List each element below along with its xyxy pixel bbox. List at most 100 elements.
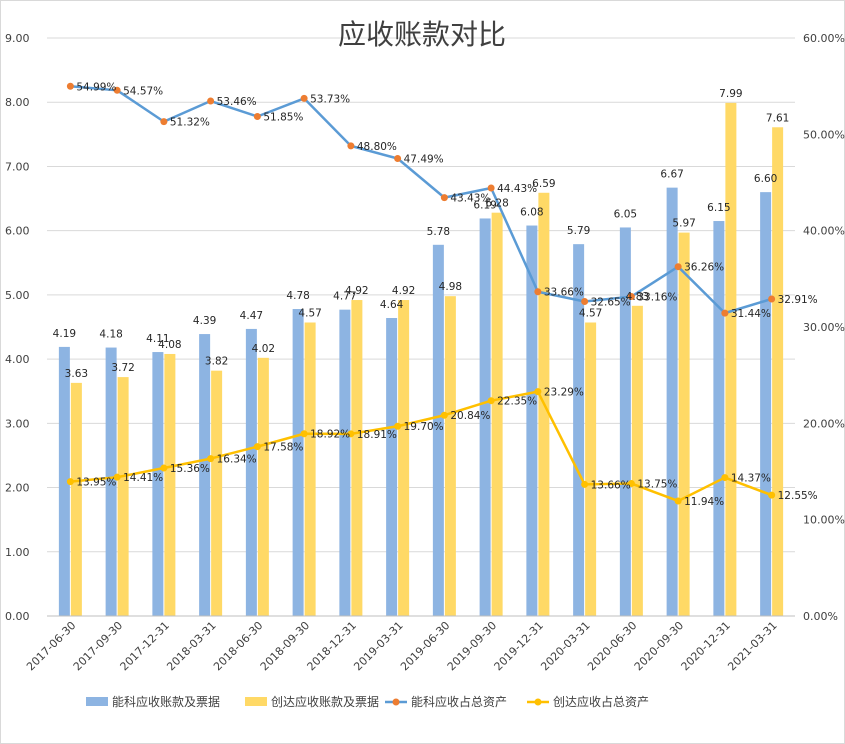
- line-point: [721, 474, 729, 482]
- y-left-tick-label: 6.00: [5, 225, 30, 238]
- bar-data-label: 4.19: [53, 328, 76, 340]
- series-line: [70, 390, 773, 503]
- line-data-label: 13.75%: [637, 479, 677, 491]
- line-point: [768, 491, 776, 499]
- line-data-label: 32.65%: [591, 296, 631, 308]
- line-point: [581, 297, 589, 305]
- line-point: [627, 293, 635, 301]
- bar: [444, 296, 456, 616]
- line-data-label: 12.55%: [778, 490, 818, 502]
- line-data-label: 44.43%: [497, 183, 537, 195]
- legend-swatch-marker: [392, 698, 400, 706]
- line-data-label: 18.91%: [357, 429, 397, 441]
- bar: [292, 309, 304, 616]
- bar-data-label: 4.77: [333, 291, 356, 303]
- bar-data-label: 6.60: [754, 173, 777, 185]
- line-data-label: 32.91%: [778, 294, 818, 306]
- line-point: [721, 309, 729, 317]
- bar-data-label: 4.08: [158, 339, 181, 351]
- line-point: [674, 263, 682, 271]
- bar: [772, 127, 784, 616]
- line-data-label: 53.46%: [217, 96, 257, 108]
- y-left-tick-label: 5.00: [5, 289, 30, 302]
- y-left-tick-label: 8.00: [5, 96, 30, 109]
- bar: [386, 318, 398, 616]
- bar-data-label: 4.11: [146, 333, 169, 345]
- line-data-label: 36.26%: [684, 262, 724, 274]
- bar-data-label: 6.15: [707, 202, 730, 214]
- line-data-label: 47.49%: [404, 154, 444, 166]
- line-point: [627, 480, 635, 488]
- y-right-tick-label: 0.00%: [803, 610, 838, 623]
- line-point: [487, 184, 495, 192]
- bar: [432, 244, 444, 616]
- bar: [199, 334, 211, 616]
- bar: [398, 300, 410, 616]
- legend-label: 能科应收账款及票据: [112, 694, 220, 709]
- line-data-label: 15.36%: [170, 463, 210, 475]
- y-right-tick-label: 10.00%: [803, 514, 845, 527]
- bar-data-label: 3.63: [65, 368, 88, 380]
- line-data-label: 18.92%: [310, 429, 350, 441]
- bar: [585, 322, 597, 616]
- bar-data-label: 7.61: [766, 112, 789, 124]
- bar: [70, 382, 82, 616]
- bar-data-label: 4.92: [345, 285, 368, 297]
- bar: [339, 309, 351, 616]
- series-line: [70, 85, 772, 315]
- line-point: [440, 194, 448, 202]
- line-point: [534, 288, 542, 296]
- line-data-label: 13.66%: [591, 479, 631, 491]
- line-data-label: 19.70%: [404, 421, 444, 433]
- bar-data-label: 3.72: [111, 362, 134, 374]
- line-data-label: 16.34%: [217, 454, 257, 466]
- legend-swatch: [245, 697, 267, 706]
- bar: [105, 347, 117, 616]
- line-point: [347, 430, 355, 438]
- line-data-label: 13.95%: [76, 477, 116, 489]
- legend-swatch-marker: [534, 698, 542, 706]
- bar-data-label: 4.92: [392, 285, 415, 297]
- line-point: [394, 422, 402, 430]
- y-right-tick-label: 50.00%: [803, 128, 845, 141]
- line-data-label: 17.58%: [263, 442, 303, 454]
- line-data-label: 20.84%: [450, 410, 490, 422]
- line-point: [674, 497, 682, 505]
- line-point: [253, 113, 261, 121]
- bar-data-label: 4.47: [240, 310, 263, 322]
- y-right-tick-label: 40.00%: [803, 225, 845, 238]
- line-data-label: 14.41%: [123, 472, 163, 484]
- line-point: [300, 94, 308, 102]
- line-point: [113, 473, 121, 481]
- y-left-tick-label: 4.00: [5, 353, 30, 366]
- y-left-tick-label: 7.00: [5, 160, 30, 173]
- line-point: [768, 295, 776, 303]
- legend-swatch: [86, 697, 108, 706]
- bar-data-label: 6.05: [614, 208, 637, 220]
- bar: [631, 305, 643, 616]
- bar: [713, 221, 725, 617]
- bar-data-label: 5.79: [567, 225, 590, 237]
- line-data-label: 53.73%: [310, 93, 350, 105]
- bar-data-label: 6.67: [660, 169, 683, 181]
- bar: [725, 102, 737, 616]
- bar: [619, 227, 631, 616]
- line-point: [487, 397, 495, 405]
- line-point: [300, 430, 308, 438]
- bar: [491, 212, 503, 616]
- legend-label: 能科应收占总资产: [411, 694, 507, 709]
- line-point: [207, 455, 215, 463]
- bar: [164, 353, 176, 616]
- bar-data-label: 6.19: [473, 199, 496, 211]
- line-point: [66, 478, 74, 486]
- bar: [526, 225, 538, 617]
- bar-data-label: 3.82: [205, 356, 228, 368]
- bar-data-label: 4.57: [298, 308, 321, 320]
- line-data-label: 51.32%: [170, 117, 210, 129]
- line-data-label: 48.80%: [357, 141, 397, 153]
- bar-data-label: 4.64: [380, 299, 404, 311]
- y-left-tick-label: 3.00: [5, 417, 30, 430]
